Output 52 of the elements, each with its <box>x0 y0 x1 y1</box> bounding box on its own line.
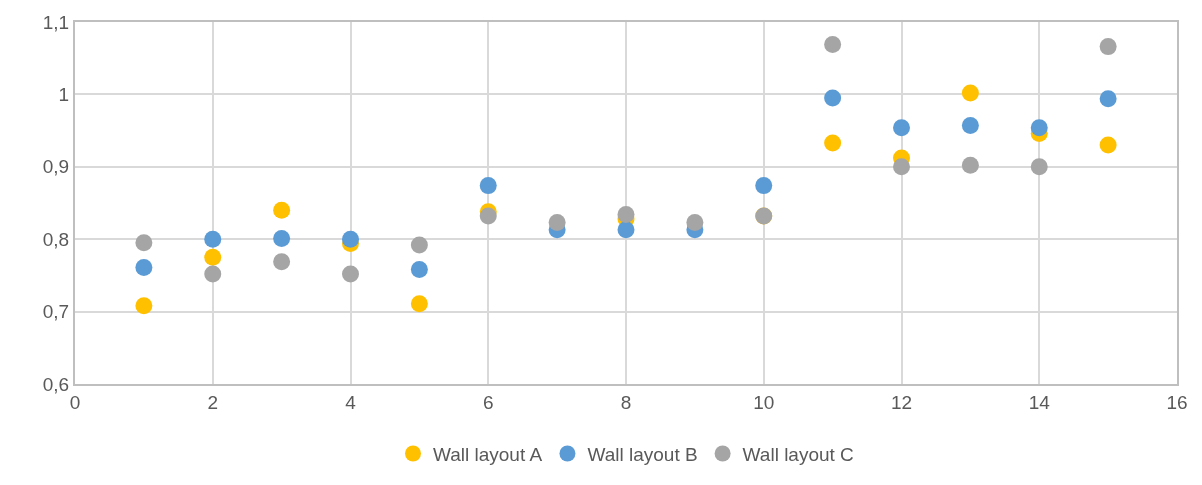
point <box>204 230 222 248</box>
point <box>961 156 979 174</box>
x-tick-label: 16 <box>1166 391 1188 413</box>
x-tick-label: 4 <box>345 391 357 413</box>
y-tick-label: 0,6 <box>42 373 70 395</box>
point <box>273 229 291 247</box>
x-tick-label: 8 <box>620 391 632 413</box>
point <box>1030 158 1048 176</box>
point <box>893 158 910 176</box>
y-tick-label: 0,9 <box>42 156 70 178</box>
x-tick-label: 12 <box>890 391 913 413</box>
x-tick-label: 6 <box>482 391 494 413</box>
legend-label: Wall layout B <box>587 443 698 465</box>
x-tick-label: 14 <box>1028 391 1051 413</box>
point <box>342 230 359 248</box>
point <box>1099 38 1117 56</box>
point <box>893 119 910 137</box>
point <box>479 177 497 195</box>
point <box>135 234 153 252</box>
y-tick-label: 1,1 <box>42 11 70 33</box>
point <box>617 206 635 224</box>
point <box>204 248 222 266</box>
point <box>273 253 291 271</box>
point <box>824 134 842 152</box>
point <box>135 297 153 315</box>
point <box>548 214 566 232</box>
point <box>479 207 497 225</box>
x-tick-label: 0 <box>69 391 81 413</box>
legend-label: Wall layout C <box>742 443 854 465</box>
point <box>410 236 428 254</box>
point <box>1030 119 1048 137</box>
point <box>961 117 979 135</box>
point <box>273 201 291 219</box>
y-tick-label: 1 <box>58 84 70 106</box>
point <box>617 221 635 239</box>
point <box>135 258 153 276</box>
point <box>204 265 222 283</box>
point <box>1099 136 1117 154</box>
y-tick-label: 0,7 <box>42 301 70 323</box>
point <box>1099 90 1117 108</box>
point <box>824 35 842 53</box>
legend-label: Wall layout A <box>433 443 543 465</box>
point <box>410 295 428 313</box>
point <box>342 265 359 283</box>
point <box>686 214 704 232</box>
point <box>410 261 428 279</box>
x-tick-label: 2 <box>207 391 219 413</box>
point <box>755 177 773 195</box>
point <box>961 84 979 102</box>
x-tick-label: 10 <box>753 391 775 413</box>
y-tick-label: 0,8 <box>42 228 70 250</box>
point <box>824 89 842 107</box>
